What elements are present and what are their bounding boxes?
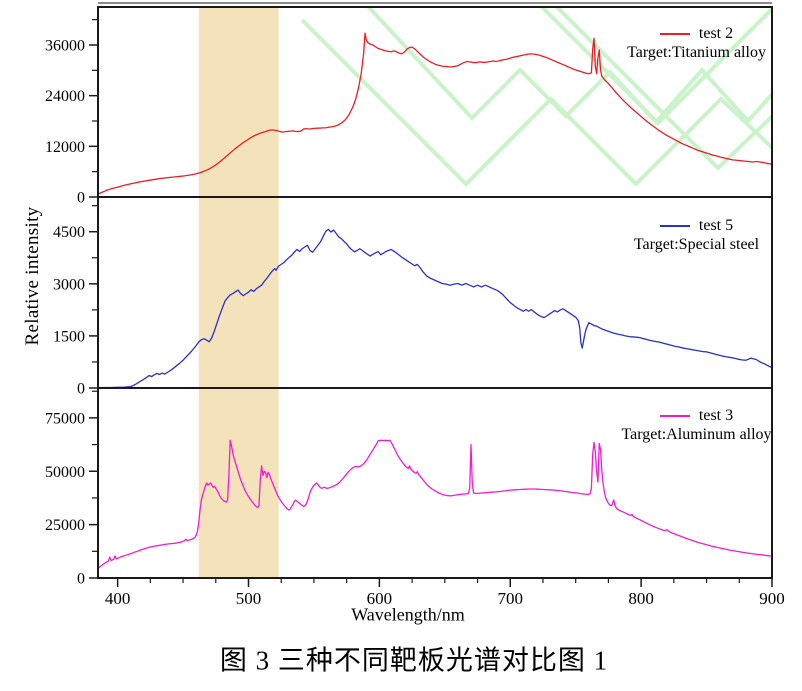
plot-frame — [97, 6, 773, 579]
x-tick-label: 500 — [236, 589, 262, 608]
y-tick-label: 1500 — [53, 328, 85, 345]
legend-row: test 5 — [574, 216, 802, 235]
y-tick-label: 3000 — [53, 276, 85, 293]
watermark-zigzag — [540, 8, 771, 126]
figure-caption: 图 3 三种不同靶板光谱对比图 1 — [219, 645, 609, 676]
y-tick-label: 75000 — [45, 410, 85, 427]
series-group-test-3 — [99, 439, 771, 569]
legend-target-label: Target:Aluminum alloy — [621, 426, 772, 443]
highlight-band — [198, 7, 279, 578]
x-tick-label: 400 — [105, 589, 131, 608]
legend-line-swatch — [659, 224, 690, 227]
watermark-zigzag — [555, 8, 771, 171]
legend-panel-titanium: test 2 Target:Titanium alloy — [574, 24, 802, 62]
legend-target-label: Target:Titanium alloy — [627, 44, 766, 61]
spectrum-curve-test-3 — [99, 439, 771, 569]
legend-target-label: Target:Special steel — [633, 236, 760, 253]
spectrum-curve-test-2 — [99, 32, 771, 195]
x-tick-label: 700 — [498, 589, 524, 608]
legend-panel-aluminum: test 3 Target:Aluminum alloy — [574, 406, 802, 444]
legend-series-label: test 5 — [698, 217, 734, 234]
legend-row: test 2 — [574, 24, 802, 43]
y-tick-label: 0 — [77, 190, 85, 207]
x-axis-title: Wavelength/nm — [351, 604, 465, 625]
y-tick-label: 25000 — [45, 517, 85, 534]
y-tick-label: 36000 — [45, 38, 85, 55]
x-tick-label: 800 — [628, 589, 654, 608]
watermark-zigzag — [300, 18, 771, 187]
y-axis-title: Relative intensity — [22, 206, 43, 346]
legend-line-swatch — [659, 414, 690, 417]
series-group-test-5 — [99, 228, 771, 387]
legend-panel-steel: test 5 Target:Special steel — [574, 216, 802, 254]
y-tick-label: 0 — [77, 381, 85, 398]
spectrum-curve-test-5 — [99, 228, 771, 387]
x-tick-label: 600 — [367, 589, 393, 608]
y-tick-label: 4500 — [53, 224, 85, 241]
y-tick-label: 0 — [77, 571, 85, 588]
y-tick-label: 50000 — [45, 464, 85, 481]
x-tick-label: 900 — [759, 589, 785, 608]
legend-row: test 3 — [574, 406, 802, 425]
y-tick-label: 24000 — [45, 88, 85, 105]
series-group-test-2 — [99, 32, 771, 195]
legend-line-swatch — [659, 32, 690, 35]
y-tick-label: 12000 — [45, 139, 85, 156]
watermark-group — [300, 8, 771, 187]
legend-series-label: test 3 — [698, 407, 734, 424]
legend-series-label: test 2 — [698, 25, 734, 42]
